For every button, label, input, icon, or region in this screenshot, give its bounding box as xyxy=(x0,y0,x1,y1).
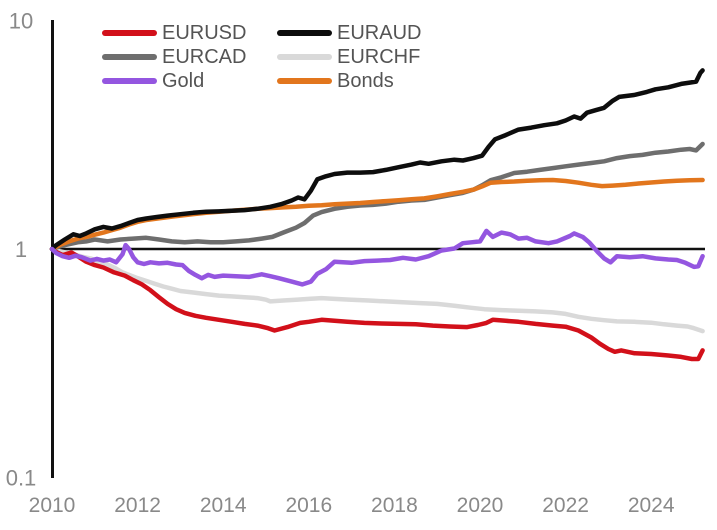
legend-swatch-bonds xyxy=(277,78,332,84)
legend-swatch-eurcad xyxy=(102,54,157,60)
series-line-gold xyxy=(49,228,705,287)
y-axis-tick-label-1: 1 xyxy=(15,237,27,262)
series-line-euraud xyxy=(49,68,705,252)
x-axis-tick-label-2010: 2010 xyxy=(29,494,76,517)
chart-legend: EURUSD EURAUD EURCAD EURCHF Gold Bonds xyxy=(102,21,421,93)
legend-label: EURAUD xyxy=(337,22,422,44)
legend-swatch-eurchf xyxy=(277,54,332,60)
legend-label: EURUSD xyxy=(162,22,247,44)
x-axis-tick-label-2014: 2014 xyxy=(200,494,247,517)
legend-item-eurcad: EURCAD xyxy=(102,45,277,69)
legend-item-eurchf: EURCHF xyxy=(277,45,421,69)
legend-swatch-gold xyxy=(102,78,157,84)
x-axis-tick-label-2018: 2018 xyxy=(371,494,418,517)
x-axis-tick-label-2022: 2022 xyxy=(542,494,589,517)
y-axis-tick-label-0.1: 0.1 xyxy=(6,466,37,491)
y-axis-tick-label-10: 10 xyxy=(9,9,33,34)
legend-label: Gold xyxy=(162,70,205,92)
legend-swatch-euraud xyxy=(277,30,332,36)
legend-item-eurusd: EURUSD xyxy=(102,21,277,45)
legend-label: EURCHF xyxy=(337,46,421,68)
legend-label: Bonds xyxy=(337,70,394,92)
legend-swatch-eurusd xyxy=(102,30,157,36)
x-axis-tick-label-2012: 2012 xyxy=(114,494,161,517)
series-line-eurcad xyxy=(49,141,705,252)
legend-item-gold: Gold xyxy=(102,69,277,93)
x-axis-tick-label-2020: 2020 xyxy=(457,494,504,517)
legend-label: EURCAD xyxy=(162,46,247,68)
series-line-eurchf xyxy=(49,246,705,334)
x-axis-tick-label-2016: 2016 xyxy=(285,494,332,517)
legend-item-euraud: EURAUD xyxy=(277,21,421,45)
x-axis-tick-label-2024: 2024 xyxy=(628,494,675,517)
series-line-eurusd xyxy=(49,246,705,362)
legend-item-bonds: Bonds xyxy=(277,69,421,93)
